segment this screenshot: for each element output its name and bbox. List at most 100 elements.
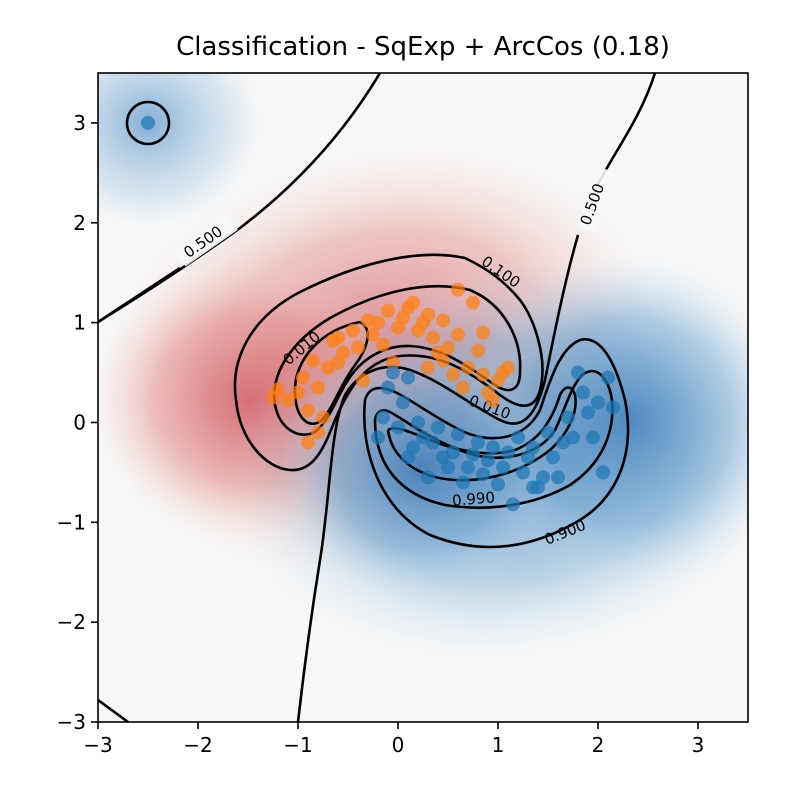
- point-series-1-0: [371, 430, 385, 445]
- point-series-1-40: [571, 365, 585, 380]
- chart-title: Classification - SqExp + ArcCos (0.18): [176, 32, 670, 62]
- point-series-0-16: [366, 327, 380, 342]
- point-series-1-15: [446, 445, 460, 460]
- point-series-1-41: [576, 385, 590, 400]
- point-series-1-14: [441, 460, 455, 475]
- point-series-1-19: [466, 447, 480, 462]
- point-series-1-18: [461, 460, 475, 475]
- point-series-0-41: [501, 360, 515, 375]
- point-series-0-30: [446, 367, 460, 382]
- point-series-1-36: [551, 470, 565, 485]
- point-series-0-49: [476, 325, 490, 340]
- point-series-0-43: [301, 435, 315, 450]
- point-series-1-11: [426, 435, 440, 450]
- point-series-0-5: [306, 353, 320, 368]
- contour-label-0-990: 0.990: [451, 488, 495, 510]
- point-series-1-47: [606, 400, 620, 415]
- point-series-0-14: [356, 373, 370, 388]
- point-series-0-25: [421, 307, 435, 322]
- x-tick-label: −2: [183, 733, 212, 757]
- point-series-0-12: [346, 323, 360, 338]
- point-series-0-26: [426, 330, 440, 345]
- point-series-0-7: [316, 410, 330, 425]
- point-series-0-38: [486, 393, 500, 408]
- point-series-1-28: [511, 430, 525, 445]
- point-series-1-43: [586, 430, 600, 445]
- point-series-1-23: [486, 440, 500, 455]
- point-series-1-35: [546, 450, 560, 465]
- point-series-1-33: [536, 470, 550, 485]
- point-series-0-42: [266, 390, 280, 405]
- point-series-0-29: [441, 340, 455, 355]
- y-tick-label: 1: [73, 311, 86, 335]
- point-series-1-24: [491, 477, 505, 492]
- point-series-0-4: [301, 403, 315, 418]
- point-series-1-12: [431, 420, 445, 435]
- point-series-0-2: [291, 385, 305, 400]
- point-series-0-51: [421, 360, 435, 375]
- point-series-1-4: [391, 420, 405, 435]
- point-series-1-38: [561, 410, 575, 425]
- point-series-0-33: [461, 360, 475, 375]
- point-series-1-5: [396, 395, 410, 410]
- contour-0-500-corner: [98, 698, 129, 722]
- point-series-0-45: [451, 282, 465, 297]
- point-series-0-32: [456, 380, 470, 395]
- point-series-0-31: [451, 327, 465, 342]
- point-series-0-1: [281, 393, 295, 408]
- point-series-0-50: [386, 355, 400, 370]
- y-tick-label: 2: [73, 211, 86, 235]
- point-series-1-27: [506, 497, 520, 512]
- point-series-1-46: [601, 370, 615, 385]
- x-tick-label: 2: [592, 733, 605, 757]
- point-series-0-35: [471, 343, 485, 358]
- point-series-1-1: [376, 410, 390, 425]
- point-series-0-34: [466, 295, 480, 310]
- contour-0-990: [373, 369, 614, 509]
- point-series-1-17: [456, 475, 470, 490]
- point-series-1-42: [581, 405, 595, 420]
- point-series-1-22: [481, 453, 495, 468]
- point-series-0-44: [311, 425, 325, 440]
- point-series-1-10: [421, 470, 435, 485]
- point-series-1-39: [566, 430, 580, 445]
- point-series-0-3: [296, 370, 310, 385]
- x-tick-label: 0: [392, 733, 405, 757]
- y-tick-label: −3: [57, 710, 86, 734]
- plot-frame: [97, 72, 749, 723]
- point-series-1-2: [381, 380, 395, 395]
- point-series-1-20: [471, 435, 485, 450]
- contour-0-010-outer: [233, 253, 544, 472]
- point-series-1-6: [401, 370, 415, 385]
- point-series-1-16: [451, 427, 465, 442]
- point-series-0-11: [336, 345, 350, 360]
- contour-0-100: [272, 284, 522, 436]
- point-series-1-8: [411, 415, 425, 430]
- point-series-1-29: [516, 465, 530, 480]
- x-tick-label: 1: [492, 733, 505, 757]
- point-series-0-48: [331, 330, 345, 345]
- point-series-1-31: [526, 440, 540, 455]
- point-series-1-3: [386, 365, 400, 380]
- scatter-points: [141, 115, 620, 512]
- point-series-1-26: [501, 445, 515, 460]
- y-axis: −3 −2 −1 0 1 2 3: [57, 111, 98, 734]
- point-series-0-6: [311, 380, 325, 395]
- y-tick-label: −2: [57, 610, 86, 634]
- point-series-0-17: [371, 315, 385, 330]
- point-series-1-49: [526, 480, 540, 495]
- x-tick-label: −1: [283, 733, 312, 757]
- point-series-0-13: [351, 340, 365, 355]
- contour-0-500-left: [98, 270, 176, 324]
- contour-circle: [125, 100, 171, 146]
- y-tick-label: 0: [73, 410, 86, 434]
- point-series-1-48: [401, 450, 415, 465]
- x-tick-label: 3: [692, 733, 705, 757]
- x-tick-label: −3: [83, 733, 112, 757]
- point-series-1-45: [596, 465, 610, 480]
- x-axis: −3 −2 −1 0 1 2 3: [83, 722, 704, 757]
- point-series-0-18: [376, 337, 390, 352]
- y-tick-label: −1: [57, 510, 86, 534]
- point-series-0-36: [476, 367, 490, 382]
